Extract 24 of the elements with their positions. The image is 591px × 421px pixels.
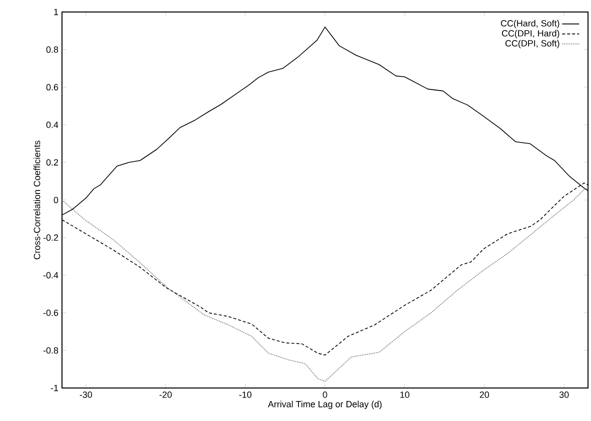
x-tick-label: -30 — [80, 392, 92, 398]
y-tick-label: 1 — [54, 8, 58, 16]
legend-label: CC(DPI, Hard) — [502, 30, 560, 38]
y-tick-label: -1 — [50, 384, 58, 392]
y-tick-label: -0.4 — [43, 272, 58, 278]
x-axis-title: Arrival Time Lag or Delay (d) — [268, 400, 382, 410]
y-tick-label: 0.2 — [46, 159, 58, 166]
y-tick-label: -0.6 — [43, 310, 58, 316]
x-tick-label: 30 — [559, 392, 569, 398]
y-tick-label: 0 — [54, 196, 58, 204]
x-tick-label: -10 — [239, 392, 252, 398]
y-tick-label: 0.4 — [46, 122, 58, 128]
x-tick-label: 10 — [400, 392, 410, 398]
line-series — [62, 187, 588, 382]
legend-label: CC(Hard, Soft) — [500, 20, 560, 28]
y-axis-title: Cross-Correlation Coefficients — [34, 140, 40, 260]
x-tick-label: 20 — [480, 392, 490, 398]
legend-label: CC(DPI, Soft) — [505, 40, 560, 48]
y-tick-label: 0.6 — [46, 84, 58, 90]
x-tick-label: -20 — [160, 392, 172, 398]
y-tick-label: -0.8 — [43, 347, 58, 354]
y-tick-label: 0.8 — [46, 46, 58, 53]
y-tick-label: -0.2 — [43, 234, 58, 241]
x-tick-label: 0 — [322, 392, 328, 398]
